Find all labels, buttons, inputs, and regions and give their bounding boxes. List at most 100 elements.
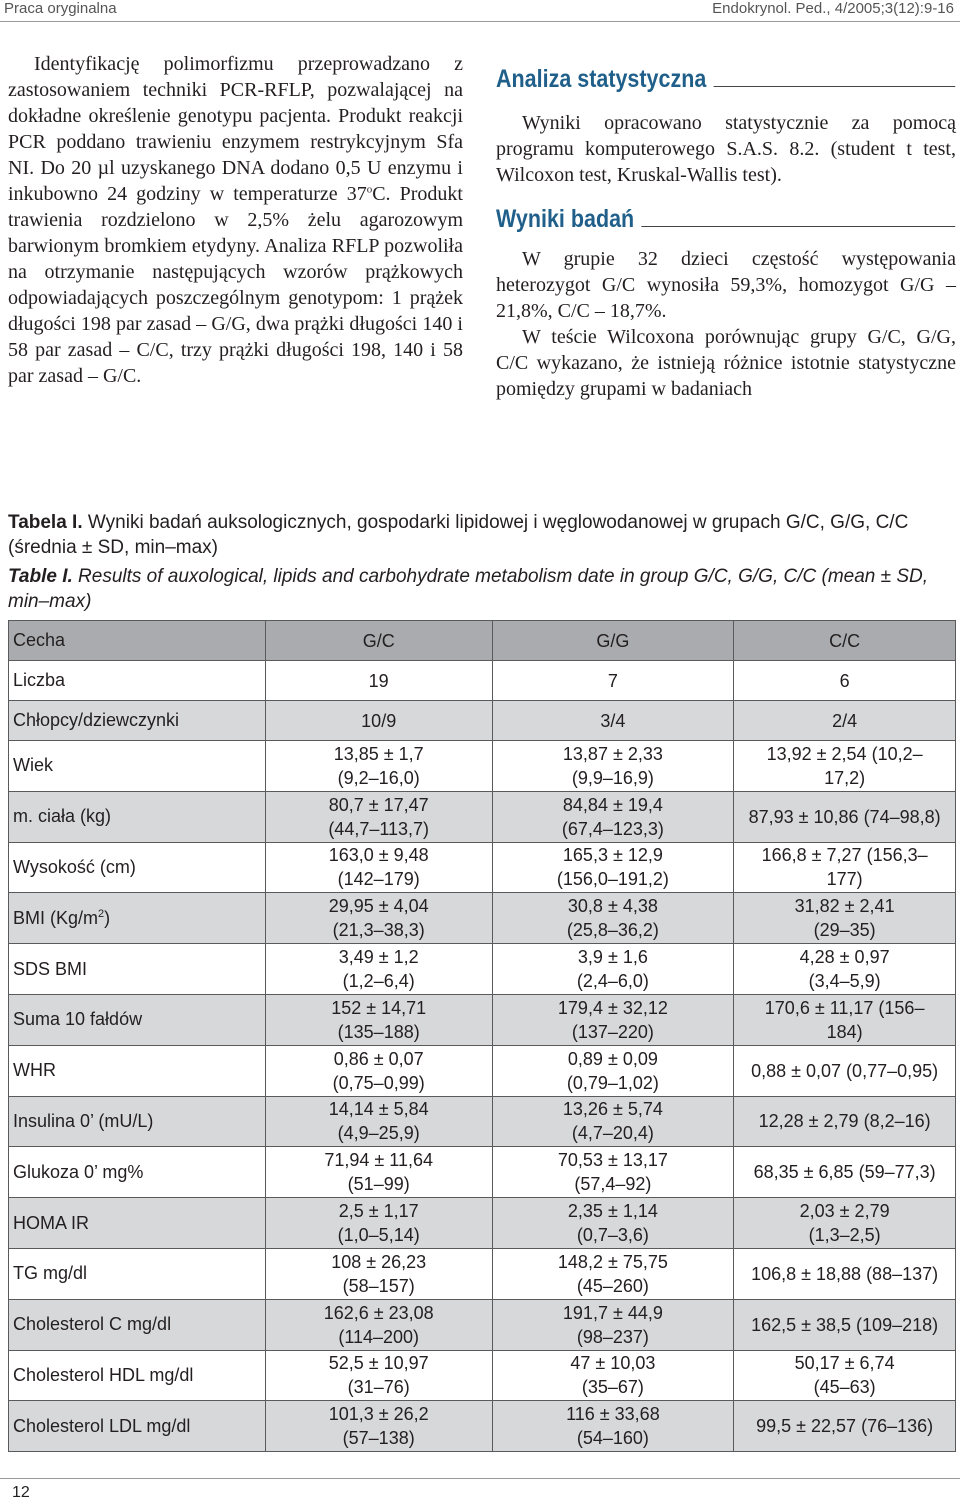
results-table: Cecha G/C G/G C/C Liczba 19 7 6 Chłopcy/dziewczy… — [8, 620, 956, 1453]
table-row: Cholesterol HDL mg/dl 52,5 ± 10,97 (31–76)… — [8, 1349, 956, 1402]
cell-cc: 162,5 ± 38,5 (109–218) — [733, 1298, 956, 1351]
cell-gc: 108 ± 26,23 (58–157) — [264, 1247, 493, 1300]
cell-cc: 2,03 ± 2,79 (1,3–2,5) — [733, 1197, 956, 1249]
cell-gg: 13,87 ± 2,33 (9,9–16,9) — [491, 740, 735, 792]
row-label: TG mg/dl — [8, 1247, 266, 1300]
table-row: WHR 0,86 ± 0,07 (0,75–0,99) 0,89 ± 0,09 (0,7… — [8, 1044, 956, 1097]
cell-cc: 87,93 ± 10,86 (74–98,8) — [733, 790, 956, 843]
cell-gc: 10/9 — [264, 700, 493, 741]
row-label: WHR — [8, 1044, 266, 1097]
header-cc: C/C — [733, 620, 956, 661]
cell-cc: 170,6 ± 11,17 (156– 184) — [733, 993, 956, 1046]
table-row: Glukoza 0’ mg% 71,94 ± 11,64 (51–99) 70,53 … — [8, 1146, 956, 1199]
running-header-right: Endokrynol. Ped., 4/2005;3(12):9-16 — [712, 0, 954, 17]
cell-cc: 2/4 — [733, 700, 956, 741]
cell-cc: 106,8 ± 18,88 (88–137) — [733, 1247, 956, 1300]
table-row: TG mg/dl 108 ± 26,23 (58–157) 148,2 ± 75,75… — [8, 1247, 956, 1300]
cell-gc: 152 ± 14,71 (135–188) — [264, 993, 493, 1046]
cell-gc: 52,5 ± 10,97 (31–76) — [264, 1349, 493, 1402]
table-row: BMI (Kg/m2) 29,95 ± 4,04 (21,3–38,3) 30,8 ±… — [8, 892, 956, 945]
header-divider — [0, 21, 960, 22]
cell-gc: 3,49 ± 1,2 (1,2–6,4) — [264, 943, 493, 995]
table-row: Suma 10 fałdów 152 ± 14,71 (135–188) 179,4 … — [8, 993, 956, 1046]
cell-gc: 163,0 ± 9,48 (142–179) — [264, 841, 493, 894]
cell-gg: 148,2 ± 75,75 (45–260) — [491, 1247, 735, 1300]
cell-gg: 116 ± 33,68 (54–160) — [491, 1400, 735, 1453]
results-paragraph-1: W grupie 32 dzieci częstość występowania… — [496, 248, 956, 322]
row-label: Liczba — [8, 660, 266, 701]
cell-gg: 70,53 ± 13,17 (57,4–92) — [491, 1146, 735, 1199]
cell-gg: 3/4 — [491, 700, 735, 741]
cell-gc: 2,5 ± 1,17 (1,0–5,14) — [264, 1197, 493, 1249]
header-gg: G/G — [491, 620, 735, 661]
cell-gc: 29,95 ± 4,04 (21,3–38,3) — [264, 892, 493, 945]
row-label: Insulina 0’ (mU/L) — [8, 1095, 266, 1148]
row-label: Suma 10 fałdów — [8, 993, 266, 1046]
header-cecha: Cecha — [8, 620, 266, 661]
section-title-statistics: Analiza statystyczna — [496, 66, 955, 92]
row-label: Cholesterol HDL mg/dl — [8, 1349, 266, 1402]
cell-gg: 7 — [491, 660, 735, 701]
cell-cc: 50,17 ± 6,74 (45–63) — [733, 1349, 956, 1402]
cell-gc: 101,3 ± 26,2 (57–138) — [264, 1400, 493, 1453]
table-row: HOMA IR 2,5 ± 1,17 (1,0–5,14) 2,35 ± 1,14 (0… — [8, 1197, 956, 1249]
row-label: Wiek — [8, 740, 266, 792]
cell-gg: 0,89 ± 0,09 (0,79–1,02) — [491, 1044, 735, 1097]
right-column: Analiza statystyczna Wyniki opracowano s… — [496, 66, 956, 402]
header-gc: G/C — [264, 620, 493, 661]
cell-gc: 0,86 ± 0,07 (0,75–0,99) — [264, 1044, 493, 1097]
cell-gg: 3,9 ± 1,6 (2,4–6,0) — [491, 943, 735, 995]
row-label: HOMA IR — [8, 1197, 266, 1249]
table-row: Wysokość (cm) 163,0 ± 9,48 (142–179) 165,3 … — [8, 841, 956, 894]
table-caption-polish: Tabela I. Wyniki badań auksologicznych, … — [8, 512, 909, 558]
page-number: 12 — [12, 1484, 30, 1501]
cell-gg: 47 ± 10,03 (35–67) — [491, 1349, 735, 1402]
table-caption-english: Table I. Results of auxological, lipids … — [8, 566, 929, 612]
cell-gc: 13,85 ± 1,7 (9,2–16,0) — [264, 740, 493, 792]
statistics-paragraph: Wyniki opracowano statystycznie za pomoc… — [496, 112, 956, 186]
cell-cc: 12,28 ± 2,79 (8,2–16) — [733, 1095, 956, 1148]
cell-cc: 99,5 ± 22,57 (76–136) — [733, 1400, 956, 1453]
row-label: Wysokość (cm) — [8, 841, 266, 894]
table-row: Cholesterol LDL mg/dl 101,3 ± 26,2 (57–138… — [8, 1400, 956, 1453]
cell-gg: 13,26 ± 5,74 (4,7–20,4) — [491, 1095, 735, 1148]
table-row-sex: Chłopcy/dziewczynki 10/9 3/4 2/4 — [8, 700, 956, 741]
table-header-row: Cecha G/C G/G C/C — [8, 620, 956, 661]
cell-gc: 162,6 ± 23,08 (114–200) — [264, 1298, 493, 1351]
row-label: Cholesterol C mg/dl — [8, 1298, 266, 1351]
cell-gg: 165,3 ± 12,9 (156,0–191,2) — [491, 841, 735, 894]
footer-divider — [0, 1478, 960, 1479]
cell-cc: 6 — [733, 660, 956, 701]
table-row: Wiek 13,85 ± 1,7 (9,2–16,0) 13,87 ± 2,33 (9,… — [8, 740, 956, 792]
row-label: BMI (Kg/m2) — [8, 892, 266, 945]
table-row-count: Liczba 19 7 6 — [8, 660, 956, 701]
methods-paragraph: Identyfikację polimorfizmu przeprowadzan… — [8, 53, 463, 387]
cell-gg: 84,84 ± 19,4 (67,4–123,3) — [491, 790, 735, 843]
cell-cc: 4,28 ± 0,97 (3,4–5,9) — [733, 943, 956, 995]
cell-gg: 191,7 ± 44,9 (98–237) — [491, 1298, 735, 1351]
table-row: SDS BMI 3,49 ± 1,2 (1,2–6,4) 3,9 ± 1,6 (2,4–… — [8, 943, 956, 995]
cell-cc: 13,92 ± 2,54 (10,2– 17,2) — [733, 740, 956, 792]
cell-gc: 14,14 ± 5,84 (4,9–25,9) — [264, 1095, 493, 1148]
cell-cc: 31,82 ± 2,41 (29–35) — [733, 892, 956, 945]
cell-gc: 71,94 ± 11,64 (51–99) — [264, 1146, 493, 1199]
table-row: Insulina 0’ (mU/L) 14,14 ± 5,84 (4,9–25,9)… — [8, 1095, 956, 1148]
section-title-results: Wyniki badań — [496, 206, 955, 232]
results-paragraph-2: W teście Wilcoxona porównując grupy G/C,… — [496, 326, 956, 400]
table-row: m. ciała (kg) 80,7 ± 17,47 (44,7–113,7) 84,… — [8, 790, 956, 843]
table-row: Cholesterol C mg/dl 162,6 ± 23,08 (114–200… — [8, 1298, 956, 1351]
cell-cc: 68,35 ± 6,85 (59–77,3) — [733, 1146, 956, 1199]
left-column: Identyfikację polimorfizmu przeprowadzan… — [8, 51, 463, 389]
row-label: Chłopcy/dziewczynki — [8, 700, 266, 741]
cell-gg: 2,35 ± 1,14 (0,7–3,6) — [491, 1197, 735, 1249]
row-label: Glukoza 0’ mg% — [8, 1146, 266, 1199]
cell-cc: 166,8 ± 7,27 (156,3– 177) — [733, 841, 956, 894]
cell-gc: 80,7 ± 17,47 (44,7–113,7) — [264, 790, 493, 843]
cell-gg: 30,8 ± 4,38 (25,8–36,2) — [491, 892, 735, 945]
running-header-left: Praca oryginalna — [4, 0, 117, 17]
row-label: Cholesterol LDL mg/dl — [8, 1400, 266, 1453]
row-label: m. ciała (kg) — [8, 790, 266, 843]
cell-gg: 179,4 ± 32,12 (137–220) — [491, 993, 735, 1046]
cell-gc: 19 — [264, 660, 493, 701]
row-label: SDS BMI — [8, 943, 266, 995]
